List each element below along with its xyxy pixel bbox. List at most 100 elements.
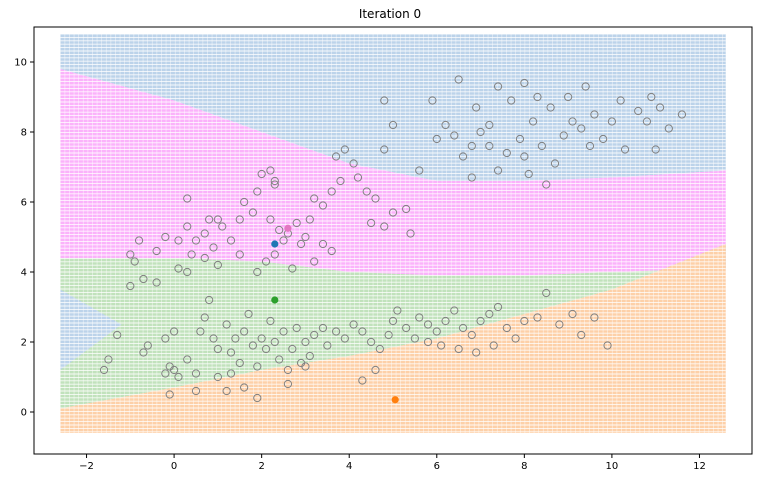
data-point [493,166,503,175]
data-point [340,145,349,154]
data-point [406,229,415,238]
data-point [266,166,275,175]
data-point [603,341,612,350]
data-point [568,309,577,319]
data-point [213,260,222,270]
data-point [301,337,310,347]
data-point [231,334,240,343]
data-point [336,176,345,186]
data-point [99,365,109,375]
data-point [253,187,262,196]
data-point [261,344,271,354]
data-point [533,313,542,322]
data-point [620,145,630,154]
data-point [174,372,183,382]
data-point [502,323,511,333]
x-tick-label: 8 [521,461,527,472]
data-point [520,316,529,326]
x-tick-label: 12 [693,461,706,472]
data-point [402,204,411,214]
data-point [371,365,380,375]
x-tick-label: 2 [258,461,264,472]
data-point [301,362,310,371]
data-point [169,327,179,336]
data-point [205,295,214,305]
data-point [502,148,511,158]
data-point [235,250,244,259]
data-point [607,117,617,126]
data-point [191,386,201,396]
data-point [511,334,520,343]
x-tick-label: 6 [434,461,440,472]
data-point [380,145,389,154]
data-point [358,327,367,336]
data-point [296,239,306,249]
data-point [423,320,433,329]
centroid-point [391,396,399,404]
data-point [655,103,665,112]
region-magenta [60,69,726,276]
data-point [174,264,183,273]
data-point [415,166,424,175]
data-point [428,96,437,105]
data-point [275,225,284,235]
data-point [384,330,393,340]
data-point [476,127,485,137]
data-point [183,267,192,277]
centroid-point [284,224,292,232]
data-point [568,117,577,126]
data-point [380,96,389,105]
data-point [677,110,687,119]
data-point [305,215,314,224]
data-point [533,92,542,102]
data-point [340,334,349,343]
data-point [542,288,551,298]
data-point [174,236,183,245]
data-point [213,372,222,382]
data-point [226,348,236,357]
data-point [318,201,328,210]
data-point [283,365,293,375]
data-point [301,232,310,242]
data-point [454,75,463,84]
y-tick-label: 4 [21,268,27,279]
data-point [577,124,586,133]
data-point [476,316,485,326]
data-point [367,218,376,228]
data-point [213,215,222,224]
centroids [271,224,399,404]
data-point [467,330,476,340]
y-axis: 0 2 4 6 8 10 [14,58,34,419]
data-point [187,250,196,259]
data-point [244,309,253,319]
y-tick-label: 0 [21,408,27,419]
data-point [331,327,341,336]
plot-frame [33,26,753,455]
data-point [437,341,446,350]
data-point [585,141,595,151]
x-tick-label: 10 [606,461,619,472]
data-point [240,197,249,207]
data-point [196,327,205,336]
data-point [577,330,586,340]
data-point [235,215,244,224]
data-point [292,218,301,228]
data-point [152,278,161,287]
data-point [152,246,161,256]
data-point [358,376,367,385]
data-point [388,120,398,130]
x-axis: −2 0 2 4 6 8 10 12 [79,454,706,472]
data-point [248,208,258,217]
data-point [415,313,424,322]
data-point [489,341,498,350]
data-point [458,323,468,333]
data-point [467,141,476,151]
data-point [183,355,192,364]
data-point [441,316,450,326]
data-point [165,362,174,371]
data-point [542,180,551,189]
data-point [257,169,266,179]
data-point [520,78,529,88]
data-point [327,246,336,256]
data-point [423,337,433,347]
